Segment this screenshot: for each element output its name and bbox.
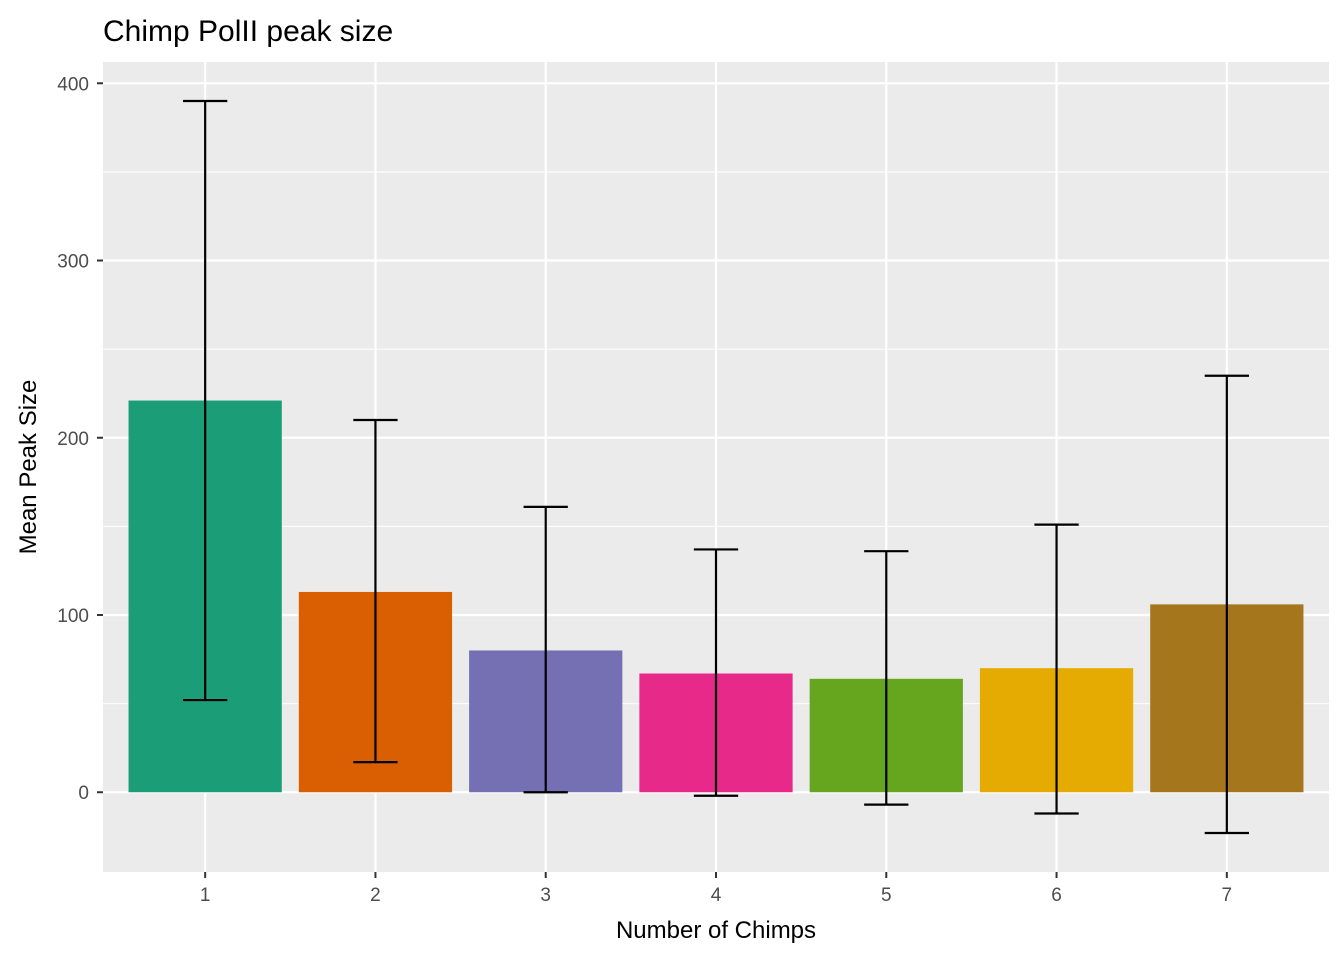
x-tick-label: 3 <box>540 885 551 906</box>
error-bar <box>1204 374 1249 835</box>
y-tick-label: 300 <box>57 252 89 273</box>
x-tick-label: 2 <box>370 885 381 906</box>
error-bar <box>1034 523 1079 815</box>
y-tick-label: 0 <box>78 783 89 804</box>
chart-title: Chimp PolII peak size <box>103 15 393 48</box>
error-bar <box>523 505 568 794</box>
error-bar <box>353 418 398 764</box>
y-tick-label: 100 <box>57 606 89 627</box>
y-axis: 0 100 200 300 400 <box>57 74 103 804</box>
x-tick-label: 1 <box>200 885 211 906</box>
y-tick-label: 400 <box>57 74 89 95</box>
x-tick-label: 7 <box>1222 885 1233 906</box>
x-axis-title: Number of Chimps <box>616 917 816 944</box>
error-bar <box>183 99 228 702</box>
x-tick-label: 6 <box>1051 885 1062 906</box>
x-axis: 1 2 3 4 5 6 7 <box>200 872 1232 906</box>
x-tick-label: 4 <box>711 885 722 906</box>
error-bar <box>864 550 909 806</box>
y-tick-label: 200 <box>57 429 89 450</box>
x-tick-label: 5 <box>881 885 892 906</box>
y-axis-title: Mean Peak Size <box>15 380 42 555</box>
error-bar <box>693 548 739 797</box>
error-bars <box>183 99 1249 835</box>
